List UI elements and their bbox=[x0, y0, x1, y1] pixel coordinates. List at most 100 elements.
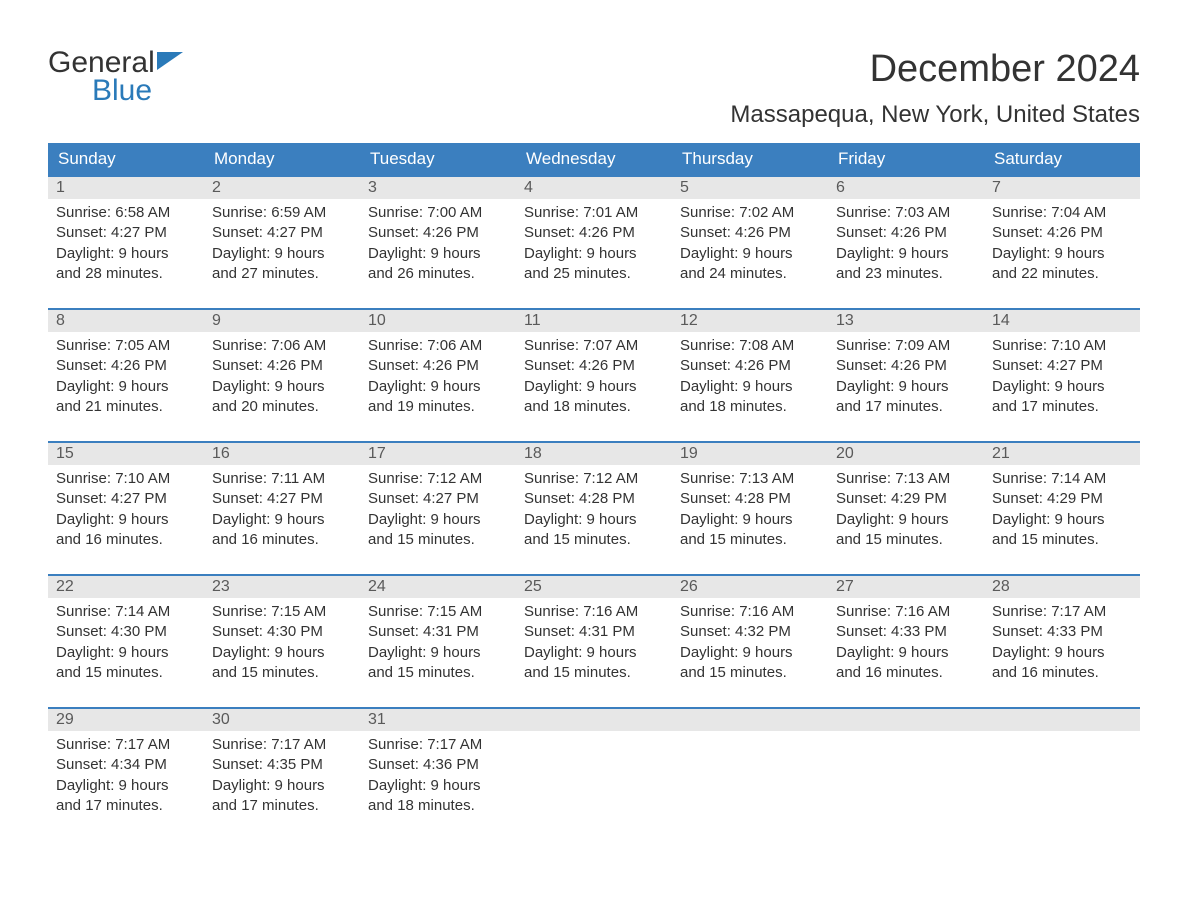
day-detail-line: Sunrise: 7:07 AM bbox=[524, 336, 664, 356]
weekday-header-cell: Sunday bbox=[48, 143, 204, 175]
calendar-day: 19Sunrise: 7:13 AMSunset: 4:28 PMDayligh… bbox=[672, 443, 828, 556]
day-detail-line: Daylight: 9 hours bbox=[680, 377, 820, 397]
day-details: Sunrise: 7:07 AMSunset: 4:26 PMDaylight:… bbox=[516, 332, 672, 423]
day-detail-line: Sunrise: 7:06 AM bbox=[368, 336, 508, 356]
day-details: Sunrise: 7:08 AMSunset: 4:26 PMDaylight:… bbox=[672, 332, 828, 423]
day-detail-line: Sunrise: 7:16 AM bbox=[680, 602, 820, 622]
day-details: Sunrise: 7:14 AMSunset: 4:30 PMDaylight:… bbox=[48, 598, 204, 689]
day-number: 4 bbox=[516, 177, 672, 199]
day-detail-line: and 15 minutes. bbox=[524, 530, 664, 550]
day-detail-line: Sunset: 4:26 PM bbox=[368, 356, 508, 376]
day-detail-line: Sunrise: 7:16 AM bbox=[836, 602, 976, 622]
day-detail-line: Sunset: 4:36 PM bbox=[368, 755, 508, 775]
day-detail-line: Sunset: 4:28 PM bbox=[524, 489, 664, 509]
logo-triangle-icon bbox=[157, 52, 183, 70]
calendar-week: 22Sunrise: 7:14 AMSunset: 4:30 PMDayligh… bbox=[48, 574, 1140, 689]
logo: General Blue bbox=[48, 48, 183, 106]
calendar-week: 29Sunrise: 7:17 AMSunset: 4:34 PMDayligh… bbox=[48, 707, 1140, 822]
title-block: December 2024 Massapequa, New York, Unit… bbox=[730, 48, 1140, 129]
day-number: 23 bbox=[204, 576, 360, 598]
day-detail-line: Daylight: 9 hours bbox=[368, 244, 508, 264]
day-details: Sunrise: 7:16 AMSunset: 4:33 PMDaylight:… bbox=[828, 598, 984, 689]
calendar-day: 17Sunrise: 7:12 AMSunset: 4:27 PMDayligh… bbox=[360, 443, 516, 556]
day-detail-line: Sunrise: 7:06 AM bbox=[212, 336, 352, 356]
day-number: 10 bbox=[360, 310, 516, 332]
day-number: . bbox=[516, 709, 672, 731]
day-number: 28 bbox=[984, 576, 1140, 598]
day-number: 24 bbox=[360, 576, 516, 598]
day-number: 7 bbox=[984, 177, 1140, 199]
day-number: 13 bbox=[828, 310, 984, 332]
calendar: SundayMondayTuesdayWednesdayThursdayFrid… bbox=[48, 143, 1140, 822]
calendar-day: 14Sunrise: 7:10 AMSunset: 4:27 PMDayligh… bbox=[984, 310, 1140, 423]
day-detail-line: Sunset: 4:35 PM bbox=[212, 755, 352, 775]
day-details: Sunrise: 7:11 AMSunset: 4:27 PMDaylight:… bbox=[204, 465, 360, 556]
day-detail-line: Sunset: 4:34 PM bbox=[56, 755, 196, 775]
day-details: Sunrise: 6:59 AMSunset: 4:27 PMDaylight:… bbox=[204, 199, 360, 290]
day-detail-line: and 28 minutes. bbox=[56, 264, 196, 284]
day-detail-line: Sunset: 4:33 PM bbox=[992, 622, 1132, 642]
day-number: . bbox=[672, 709, 828, 731]
day-details: Sunrise: 7:12 AMSunset: 4:27 PMDaylight:… bbox=[360, 465, 516, 556]
day-detail-line: Sunrise: 7:09 AM bbox=[836, 336, 976, 356]
day-details: Sunrise: 7:13 AMSunset: 4:28 PMDaylight:… bbox=[672, 465, 828, 556]
day-detail-line: and 15 minutes. bbox=[368, 663, 508, 683]
day-number: 15 bbox=[48, 443, 204, 465]
day-detail-line: and 15 minutes. bbox=[680, 663, 820, 683]
day-detail-line: Daylight: 9 hours bbox=[992, 377, 1132, 397]
day-detail-line: and 18 minutes. bbox=[680, 397, 820, 417]
day-number: 26 bbox=[672, 576, 828, 598]
day-detail-line: and 23 minutes. bbox=[836, 264, 976, 284]
day-number: 19 bbox=[672, 443, 828, 465]
day-detail-line: and 15 minutes. bbox=[992, 530, 1132, 550]
day-detail-line: Sunrise: 7:08 AM bbox=[680, 336, 820, 356]
day-details: Sunrise: 7:02 AMSunset: 4:26 PMDaylight:… bbox=[672, 199, 828, 290]
day-detail-line: Sunset: 4:28 PM bbox=[680, 489, 820, 509]
day-detail-line: Sunrise: 6:59 AM bbox=[212, 203, 352, 223]
day-detail-line: Sunset: 4:26 PM bbox=[680, 223, 820, 243]
day-detail-line: Sunrise: 7:13 AM bbox=[836, 469, 976, 489]
calendar-day: 27Sunrise: 7:16 AMSunset: 4:33 PMDayligh… bbox=[828, 576, 984, 689]
day-detail-line: Sunrise: 7:10 AM bbox=[992, 336, 1132, 356]
day-detail-line: Sunrise: 7:10 AM bbox=[56, 469, 196, 489]
day-details: Sunrise: 7:14 AMSunset: 4:29 PMDaylight:… bbox=[984, 465, 1140, 556]
day-detail-line: Daylight: 9 hours bbox=[368, 776, 508, 796]
day-detail-line: and 15 minutes. bbox=[56, 663, 196, 683]
day-details: Sunrise: 7:12 AMSunset: 4:28 PMDaylight:… bbox=[516, 465, 672, 556]
day-number: 17 bbox=[360, 443, 516, 465]
calendar-day: 20Sunrise: 7:13 AMSunset: 4:29 PMDayligh… bbox=[828, 443, 984, 556]
day-detail-line: Sunset: 4:27 PM bbox=[56, 489, 196, 509]
day-detail-line: Daylight: 9 hours bbox=[368, 643, 508, 663]
day-detail-line: Daylight: 9 hours bbox=[992, 244, 1132, 264]
calendar-day: 23Sunrise: 7:15 AMSunset: 4:30 PMDayligh… bbox=[204, 576, 360, 689]
calendar-day: 15Sunrise: 7:10 AMSunset: 4:27 PMDayligh… bbox=[48, 443, 204, 556]
day-detail-line: Daylight: 9 hours bbox=[212, 643, 352, 663]
location-subtitle: Massapequa, New York, United States bbox=[730, 101, 1140, 129]
day-number: . bbox=[828, 709, 984, 731]
day-detail-line: and 16 minutes. bbox=[56, 530, 196, 550]
day-details: Sunrise: 7:13 AMSunset: 4:29 PMDaylight:… bbox=[828, 465, 984, 556]
day-detail-line: Sunrise: 7:17 AM bbox=[212, 735, 352, 755]
calendar-day: 25Sunrise: 7:16 AMSunset: 4:31 PMDayligh… bbox=[516, 576, 672, 689]
day-detail-line: Sunrise: 7:17 AM bbox=[368, 735, 508, 755]
day-details: Sunrise: 7:09 AMSunset: 4:26 PMDaylight:… bbox=[828, 332, 984, 423]
day-number: 25 bbox=[516, 576, 672, 598]
day-detail-line: Sunset: 4:29 PM bbox=[992, 489, 1132, 509]
day-detail-line: Sunrise: 7:11 AM bbox=[212, 469, 352, 489]
day-detail-line: Daylight: 9 hours bbox=[212, 776, 352, 796]
day-detail-line: Daylight: 9 hours bbox=[992, 510, 1132, 530]
day-detail-line: Sunset: 4:26 PM bbox=[524, 356, 664, 376]
day-details: Sunrise: 7:06 AMSunset: 4:26 PMDaylight:… bbox=[204, 332, 360, 423]
day-detail-line: Daylight: 9 hours bbox=[836, 377, 976, 397]
day-detail-line: Sunrise: 7:03 AM bbox=[836, 203, 976, 223]
day-detail-line: Daylight: 9 hours bbox=[212, 244, 352, 264]
day-detail-line: Sunrise: 7:16 AM bbox=[524, 602, 664, 622]
day-detail-line: Daylight: 9 hours bbox=[56, 377, 196, 397]
calendar-day: 9Sunrise: 7:06 AMSunset: 4:26 PMDaylight… bbox=[204, 310, 360, 423]
day-number: 22 bbox=[48, 576, 204, 598]
day-detail-line: Sunset: 4:26 PM bbox=[212, 356, 352, 376]
calendar-day: 22Sunrise: 7:14 AMSunset: 4:30 PMDayligh… bbox=[48, 576, 204, 689]
day-detail-line: Daylight: 9 hours bbox=[212, 377, 352, 397]
day-detail-line: Sunrise: 7:01 AM bbox=[524, 203, 664, 223]
day-detail-line: Daylight: 9 hours bbox=[992, 643, 1132, 663]
